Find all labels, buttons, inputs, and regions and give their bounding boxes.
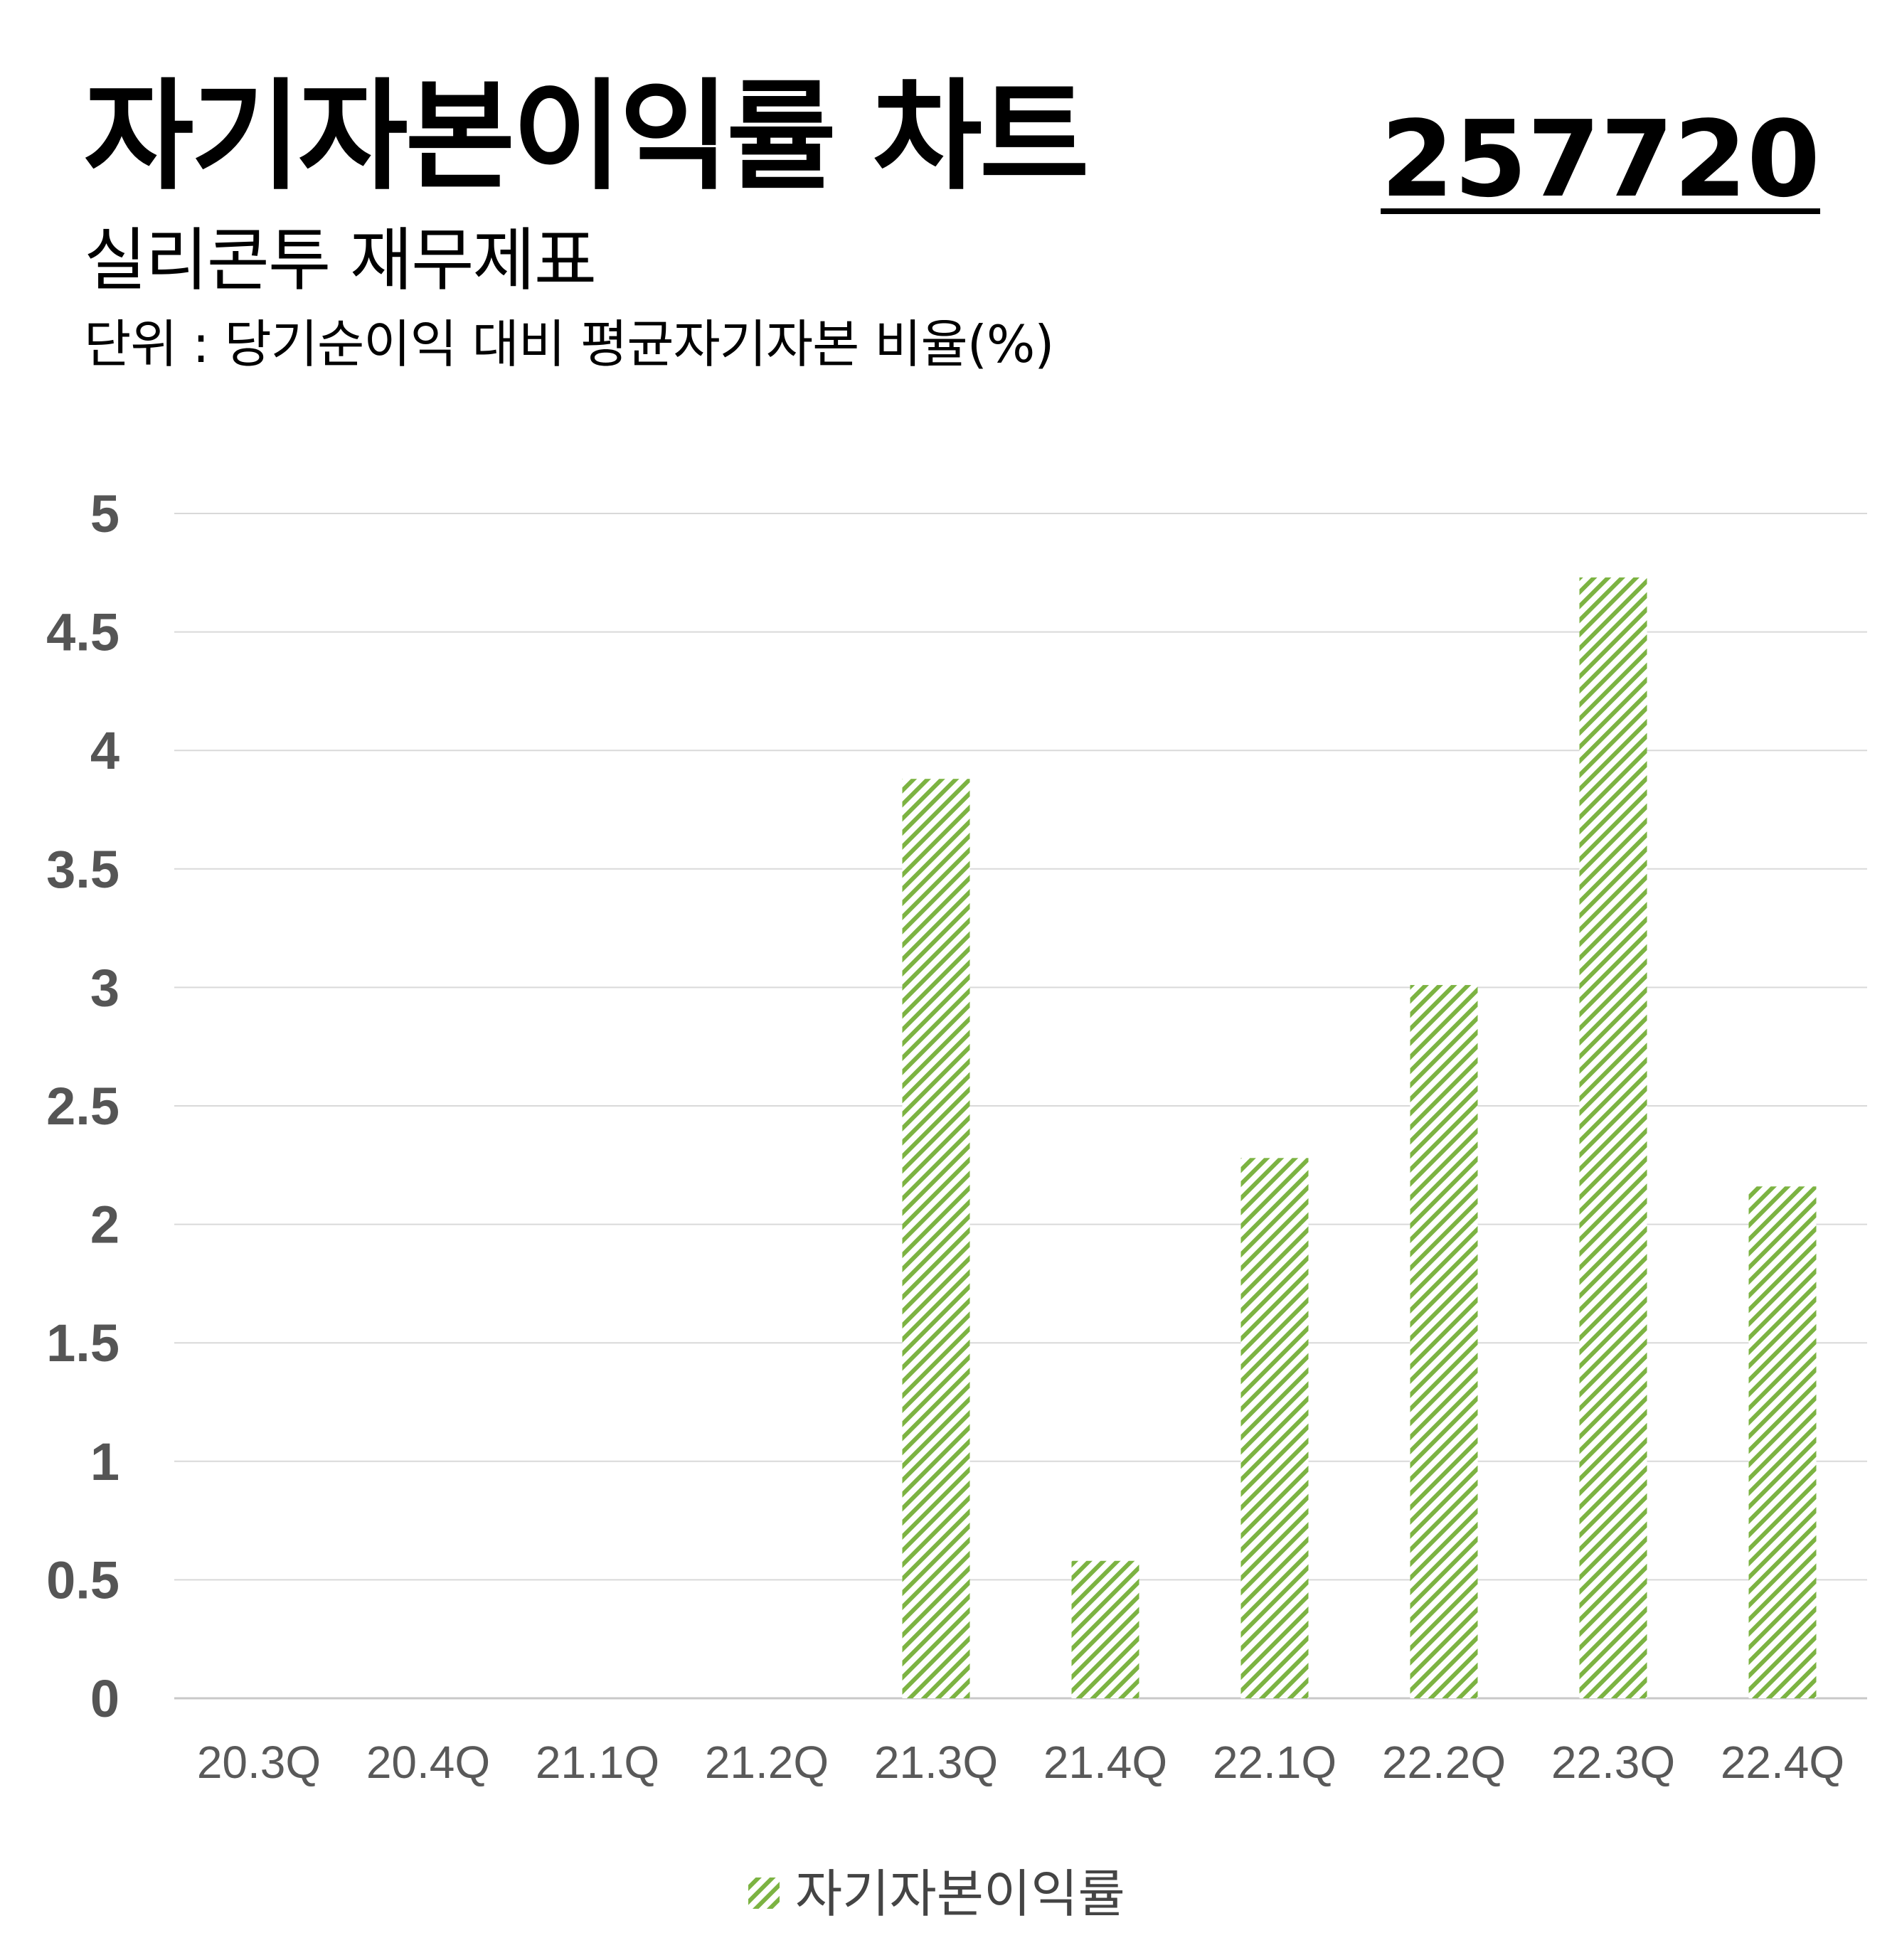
y-tick-label: 5	[90, 484, 119, 543]
legend-label: 자기자본이익률	[795, 1864, 1125, 1924]
legend: 자기자본이익률	[748, 1864, 1125, 1924]
bar[interactable]	[1240, 1158, 1309, 1698]
bar[interactable]	[902, 779, 970, 1698]
legend-swatch	[748, 1878, 780, 1909]
x-tick-label: 21.4Q	[1043, 1737, 1167, 1788]
x-tick-label: 22.2Q	[1382, 1737, 1506, 1788]
y-tick-label: 1.5	[46, 1314, 119, 1373]
x-tick-label: 22.4Q	[1721, 1737, 1844, 1788]
bars	[902, 577, 1817, 1698]
x-tick-label: 22.1Q	[1213, 1737, 1337, 1788]
x-tick-label: 21.1Q	[536, 1737, 659, 1788]
x-axis-ticks: 20.3Q 20.4Q 21.1Q 21.2Q 21.3Q 21.4Q 22.1Q 22.2Q…	[197, 1737, 1844, 1788]
x-tick-label: 21.3Q	[874, 1737, 998, 1788]
y-axis-ticks: 0 0.5 1 1.5 2 2.5 3 3.5 4 4.5 5	[46, 484, 119, 1728]
x-tick-label: 20.4Q	[366, 1737, 490, 1788]
bar[interactable]	[1579, 577, 1647, 1698]
bar[interactable]	[1410, 985, 1478, 1698]
chart-subtitle: 실리콘투 재무제표	[84, 220, 597, 300]
bar[interactable]	[1748, 1186, 1817, 1698]
y-tick-label: 4	[90, 721, 119, 780]
y-tick-label: 0	[90, 1669, 119, 1728]
unit-label: 단위 : 당기순이익 대비 평균자기자본 비율(%)	[84, 314, 1054, 374]
y-tick-label: 3	[90, 958, 119, 1017]
y-tick-label: 2.5	[46, 1077, 119, 1136]
y-tick-label: 2	[90, 1195, 119, 1255]
x-tick-label: 21.2Q	[705, 1737, 829, 1788]
y-tick-label: 4.5	[46, 603, 119, 662]
x-tick-label: 20.3Q	[197, 1737, 321, 1788]
y-tick-label: 1	[90, 1432, 119, 1491]
y-tick-label: 3.5	[46, 840, 119, 899]
stock-code[interactable]: 257720	[1381, 98, 1820, 220]
chart-title: 자기자본이익률 차트	[84, 67, 1090, 206]
x-tick-label: 22.3Q	[1551, 1737, 1675, 1788]
y-tick-label: 0.5	[46, 1550, 119, 1609]
bar[interactable]	[1071, 1560, 1139, 1698]
